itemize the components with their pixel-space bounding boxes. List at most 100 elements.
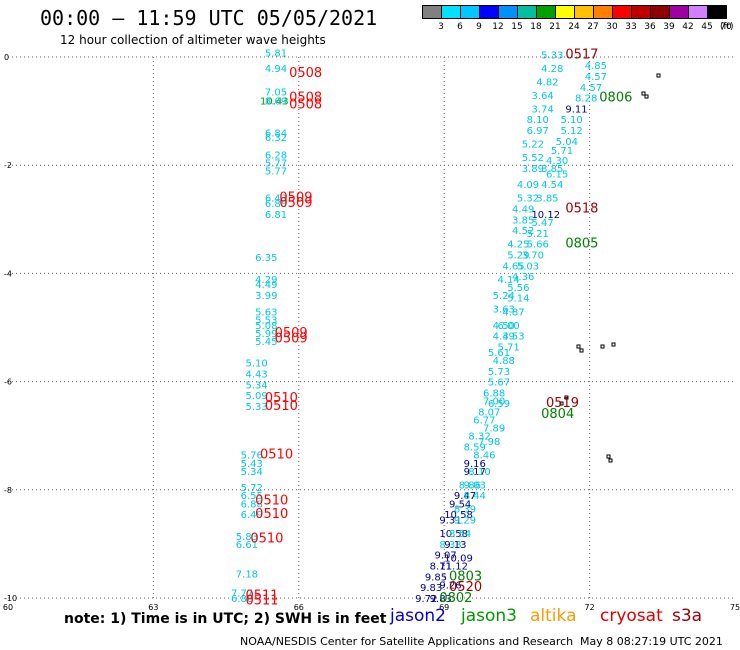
wave-height-point: 5.76 — [241, 451, 263, 462]
wave-height-point: 5.34 — [241, 467, 263, 478]
wave-height-point: 8.86 — [459, 480, 481, 491]
wave-height-point: 4.36 — [512, 272, 534, 283]
island-mark — [579, 348, 584, 353]
wave-height-point: 4.14 — [498, 275, 520, 286]
wave-height-point: 5.81 — [265, 49, 287, 60]
wave-height-point: 3.89 — [522, 164, 544, 175]
colorbar-label: 39 — [663, 22, 675, 32]
wave-height-point: 10.12 — [531, 210, 560, 221]
x-tick-label: 72 — [585, 603, 595, 612]
wave-height-point: 9.11 — [565, 104, 587, 115]
wave-height-point: 5.66 — [527, 240, 549, 251]
pass-label: 0518 — [565, 201, 598, 216]
colorbar-label: 18 — [530, 22, 542, 32]
wave-height-point: 6.32 — [265, 133, 287, 144]
wave-height-point: 8.54 — [449, 529, 471, 540]
colorbar-label: 21 — [549, 22, 561, 32]
wave-height-point: 7.18 — [236, 570, 258, 581]
wave-height-point: 6.81 — [265, 210, 287, 221]
wave-height-point: 3.74 — [531, 104, 553, 115]
wave-height-point: 6.59 — [488, 399, 510, 410]
wave-height-point: 3.85 — [541, 164, 563, 175]
wave-height-point: 8.10 — [468, 467, 490, 478]
wave-height-point: 6.88 — [483, 388, 505, 399]
wave-height-point: 10.58 — [439, 529, 468, 540]
wave-height-point: 4.53 — [502, 332, 524, 343]
wave-height-point: 6.97 — [527, 126, 549, 137]
satellite-legend-cryosat: cryosat — [600, 606, 663, 626]
satellite-legend-s3a: s3a — [672, 606, 703, 626]
colorbar-label: 30 — [606, 22, 618, 32]
wave-height-point: 5.10 — [561, 115, 583, 126]
pass-label: 0510 — [255, 494, 288, 509]
wave-height-point: 7.89 — [483, 424, 505, 435]
wave-height-point: 5.33 — [245, 402, 267, 413]
wave-height-point: 3.85 — [536, 194, 558, 205]
pass-label: 0804 — [541, 407, 574, 422]
island-mark — [641, 91, 646, 96]
wave-height-point: 3.85 — [512, 215, 534, 226]
wave-height-point: 6.88 — [231, 594, 253, 605]
wave-height-point: 6.00 — [498, 321, 520, 332]
wave-height-point: 4.94 — [265, 64, 287, 75]
pass-label: 0509 — [275, 331, 308, 346]
wave-height-point: 10.43 — [260, 96, 289, 107]
wave-height-point: 3.99 — [255, 291, 277, 302]
wave-height-point: 5.32 — [517, 194, 539, 205]
wave-height-point: 5.08 — [255, 321, 277, 332]
island-mark — [564, 395, 569, 400]
wave-height-point: 5.29 — [507, 250, 529, 261]
colorbar-swatch — [707, 5, 727, 19]
island-mark — [656, 73, 661, 78]
wave-height-point: 6.28 — [265, 150, 287, 161]
wave-height-point: 5.10 — [245, 359, 267, 370]
colorbar-label: 3 — [438, 22, 444, 32]
pass-label: 0510 — [260, 448, 293, 463]
pass-label: 0511 — [245, 594, 278, 609]
pass-label: 0517 — [565, 47, 598, 62]
wave-height-point: 4.87 — [502, 307, 524, 318]
wave-height-point: 6.88 — [265, 199, 287, 210]
y-tick-label: -4 — [4, 269, 12, 278]
island-mark — [600, 344, 605, 349]
wave-height-point: 8.69 — [265, 96, 287, 107]
wave-height-point: 4.65 — [502, 261, 524, 272]
wave-height-point: 9.03 — [464, 480, 486, 491]
y-tick-label: -2 — [4, 161, 12, 170]
wave-height-point: 5.03 — [517, 261, 539, 272]
wave-height-point: 5.09 — [245, 391, 267, 402]
wave-height-point: 7.00 — [483, 397, 505, 408]
wave-height-point: 6.84 — [265, 129, 287, 140]
wave-height-point: 5.52 — [522, 153, 544, 164]
colorbar-unit: (ft) — [720, 22, 734, 32]
wave-height-point: 4.43 — [245, 369, 267, 380]
pass-label: 0510 — [250, 531, 283, 546]
pass-label: 0803 — [449, 569, 482, 584]
colorbar-label: 24 — [568, 22, 580, 32]
wave-height-point: 4.57 — [580, 83, 602, 94]
x-tick-label: 75 — [730, 603, 740, 612]
pass-label: 0511 — [245, 588, 278, 603]
wave-height-point: 9.85 — [425, 572, 447, 583]
colorbar-label: 15 — [511, 22, 523, 32]
wave-height-point: 8.33 — [439, 540, 461, 551]
wave-height-point: 5.67 — [488, 378, 510, 389]
wave-height-point: 5.43 — [241, 459, 263, 470]
colorbar-label: 9 — [476, 22, 482, 32]
wave-height-point: 6.43 — [265, 194, 287, 205]
y-tick-label: 0 — [4, 53, 9, 62]
island-mark — [559, 401, 564, 406]
wave-height-point: 7.77 — [231, 589, 253, 600]
colorbar-label: 27 — [587, 22, 599, 32]
wave-height-point: 10.58 — [444, 510, 473, 521]
colorbar-label: 6 — [457, 22, 463, 32]
wave-height-point: 8.07 — [478, 407, 500, 418]
satellite-legend-jason3: jason3 — [461, 606, 517, 626]
pass-label: 0802 — [439, 591, 472, 606]
wave-height-point: 5.83 — [236, 532, 258, 543]
wave-height-point: 4.49 — [255, 280, 277, 291]
satellite-legend-altika: altika — [530, 606, 577, 626]
pass-label: 0510 — [265, 391, 298, 406]
